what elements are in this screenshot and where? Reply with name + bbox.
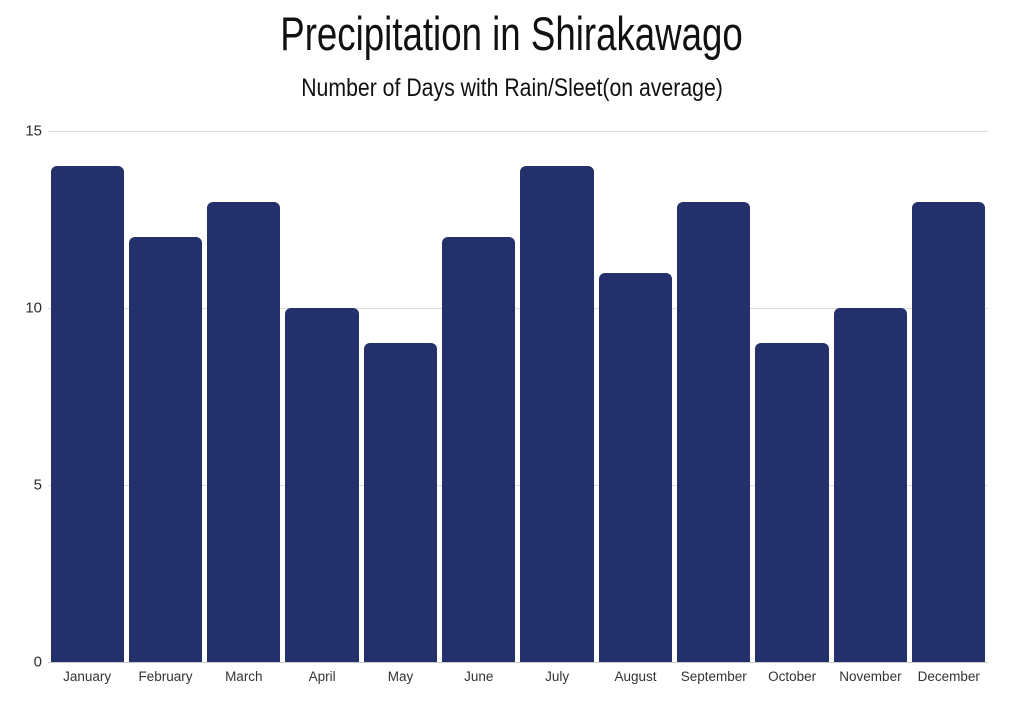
y-tick-label-0: 0 xyxy=(33,653,42,671)
x-tick-label-august: August xyxy=(614,669,657,684)
x-tick-label-january: January xyxy=(63,669,112,684)
x-tick-label-september: September xyxy=(680,669,747,684)
bar-october xyxy=(755,343,829,662)
y-axis-tick-labels: 0 5 10 15 xyxy=(0,123,42,671)
bar-march xyxy=(207,201,281,662)
x-tick-label-may: May xyxy=(387,669,414,684)
bar-september xyxy=(677,201,751,662)
gridline-15 xyxy=(48,131,988,132)
x-tick-label-october: October xyxy=(768,669,817,684)
y-tick-label-15: 15 xyxy=(25,122,42,140)
bar-august xyxy=(598,272,673,662)
bar-december xyxy=(912,201,986,662)
x-tick-label-february: February xyxy=(138,669,193,684)
x-tick-label-july: July xyxy=(545,669,570,684)
chart-title-text: Precipitation in Shirakawago xyxy=(280,7,744,60)
bar-january xyxy=(50,166,124,662)
bar-february xyxy=(128,237,203,662)
gridline-5 xyxy=(48,485,988,486)
x-tick-label-april: April xyxy=(308,669,336,684)
bar-november xyxy=(833,308,908,662)
x-tick-label-december: December xyxy=(917,669,980,684)
chart-subtitle: Number of Days with Rain/Sleet(on averag… xyxy=(0,74,1024,103)
bar-april xyxy=(285,308,359,662)
bar-july xyxy=(520,166,594,662)
x-tick-label-november: November xyxy=(839,669,902,684)
y-tick-label-5: 5 xyxy=(33,476,42,494)
gridline-10 xyxy=(48,308,988,309)
x-tick-label-march: March xyxy=(225,669,263,684)
bar-june xyxy=(442,237,516,662)
x-tick-label-june: June xyxy=(464,669,494,684)
bars-layer xyxy=(48,131,988,662)
y-tick-label-10: 10 xyxy=(25,299,42,317)
x-axis-line xyxy=(48,662,988,663)
chart-title: Precipitation in Shirakawago xyxy=(0,6,1024,61)
chart-subtitle-text: Number of Days with Rain/Sleet(on averag… xyxy=(301,74,723,102)
plot-area xyxy=(48,131,988,663)
bar-may xyxy=(363,343,438,662)
x-axis-tick-labels: January February March April May June July Augu… xyxy=(48,669,988,684)
